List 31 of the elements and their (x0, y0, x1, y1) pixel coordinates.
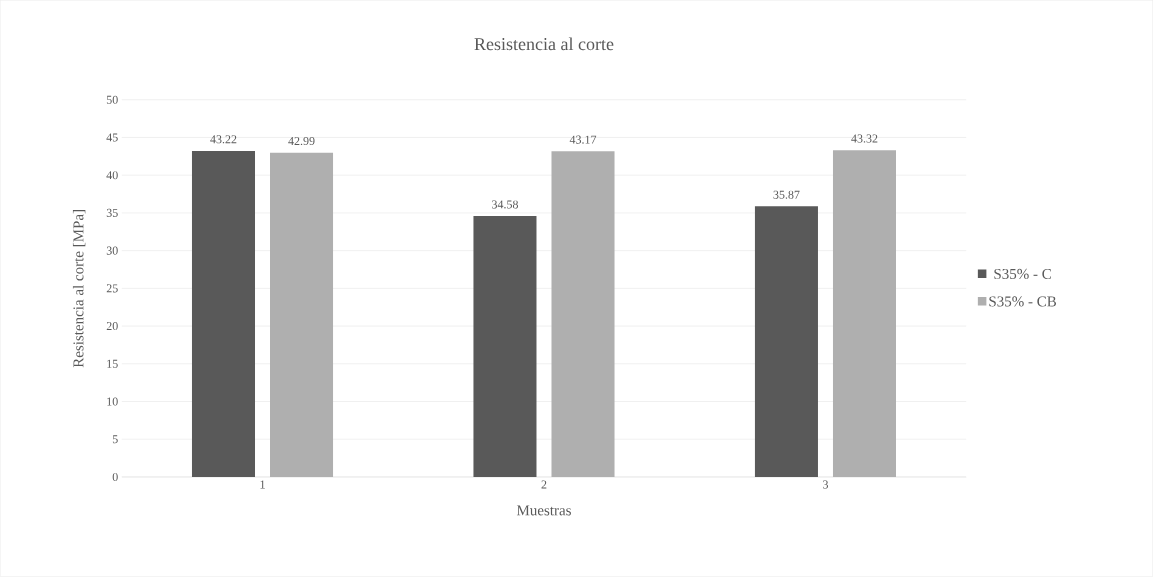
y-tick-label: 35 (106, 209, 118, 218)
y-tick-label: 45 (106, 133, 118, 142)
y-axis-title: Resistencia al corte [MPa] (72, 210, 86, 368)
y-tick-label: 30 (106, 246, 118, 255)
x-tick-label: 2 (541, 480, 547, 489)
x-tick-label: 3 (823, 480, 829, 489)
bar (191, 151, 256, 478)
y-tick-label: 25 (106, 284, 118, 293)
data-label: 42.99 (288, 137, 315, 146)
y-tick-label: 0 (112, 473, 118, 482)
y-tick-label: 10 (107, 397, 118, 406)
y-tick-label: 15 (107, 359, 118, 368)
x-axis-title: Muestras (516, 505, 571, 516)
data-label: 43.22 (210, 135, 237, 144)
y-tick-label: 50 (106, 95, 118, 104)
bar (473, 216, 537, 478)
y-tick-label: 40 (106, 171, 118, 180)
bar (832, 150, 897, 478)
legend-label: S35% - C (994, 269, 1051, 280)
bar (551, 151, 615, 478)
chart-title: Resistencia al corte (474, 37, 614, 51)
legend-label: S35% - CB (989, 296, 1057, 307)
x-tick-label: 1 (260, 480, 265, 489)
bar (754, 206, 818, 478)
data-label: 43.32 (851, 134, 878, 143)
y-tick-label: 20 (106, 322, 118, 331)
data-label: 34.58 (492, 200, 519, 209)
data-label: 35.87 (773, 190, 800, 199)
data-label: 43.17 (569, 135, 597, 144)
y-tick-label: 5 (112, 435, 118, 444)
bar (270, 152, 334, 478)
